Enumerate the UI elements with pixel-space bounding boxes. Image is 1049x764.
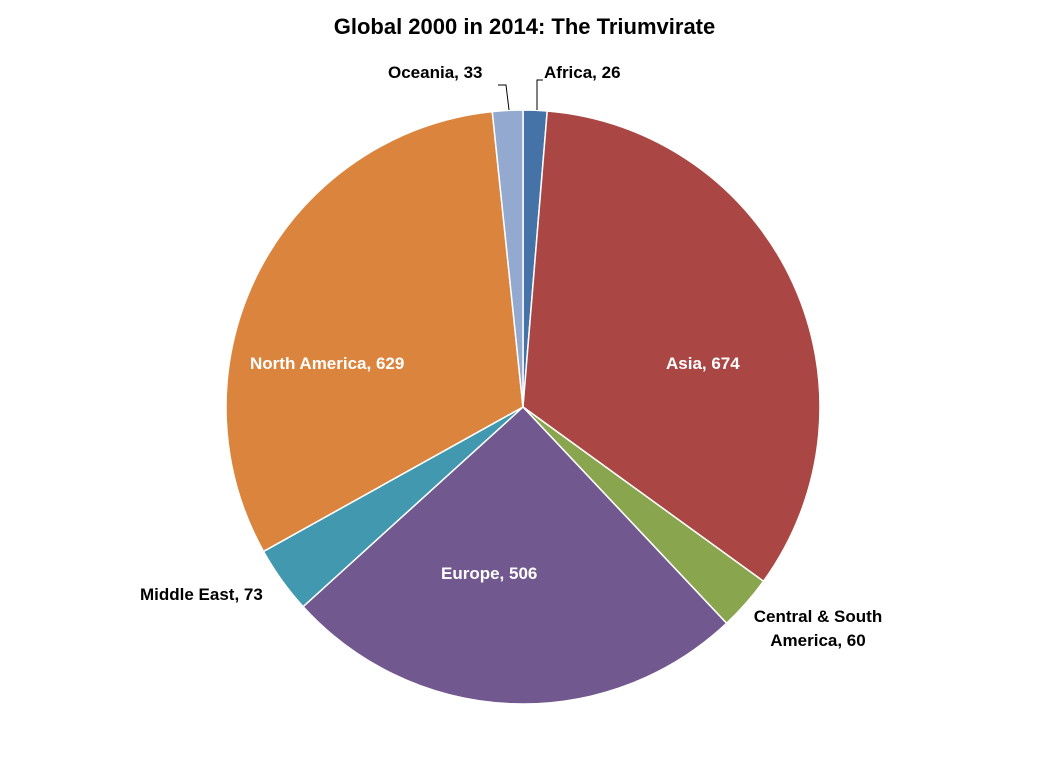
data-label-line: America, 60 — [770, 631, 866, 650]
data-label-central-south-america: Central & South America, 60 — [747, 605, 889, 653]
leader-line-oceania — [498, 84, 510, 111]
data-label-oceania: Oceania, 33 — [388, 63, 483, 82]
data-label-europe: Europe, 506 — [441, 564, 538, 583]
data-label-asia: Asia, 674 — [666, 354, 740, 373]
data-label-line: Central & South — [753, 607, 883, 626]
data-label-middle-east: Middle East, 73 — [140, 585, 263, 604]
pie-slice-north-america — [225, 110, 524, 553]
pie-slice-oceania — [491, 109, 524, 408]
data-label-africa: Africa, 26 — [544, 63, 621, 82]
data-label-north-america: North America, 629 — [250, 354, 405, 373]
chart-title: Global 2000 in 2014: The Triumvirate — [333, 14, 716, 39]
leader-line-africa — [536, 79, 543, 110]
pie-slice-asia — [522, 110, 821, 583]
pie-slice-europe — [302, 405, 728, 705]
